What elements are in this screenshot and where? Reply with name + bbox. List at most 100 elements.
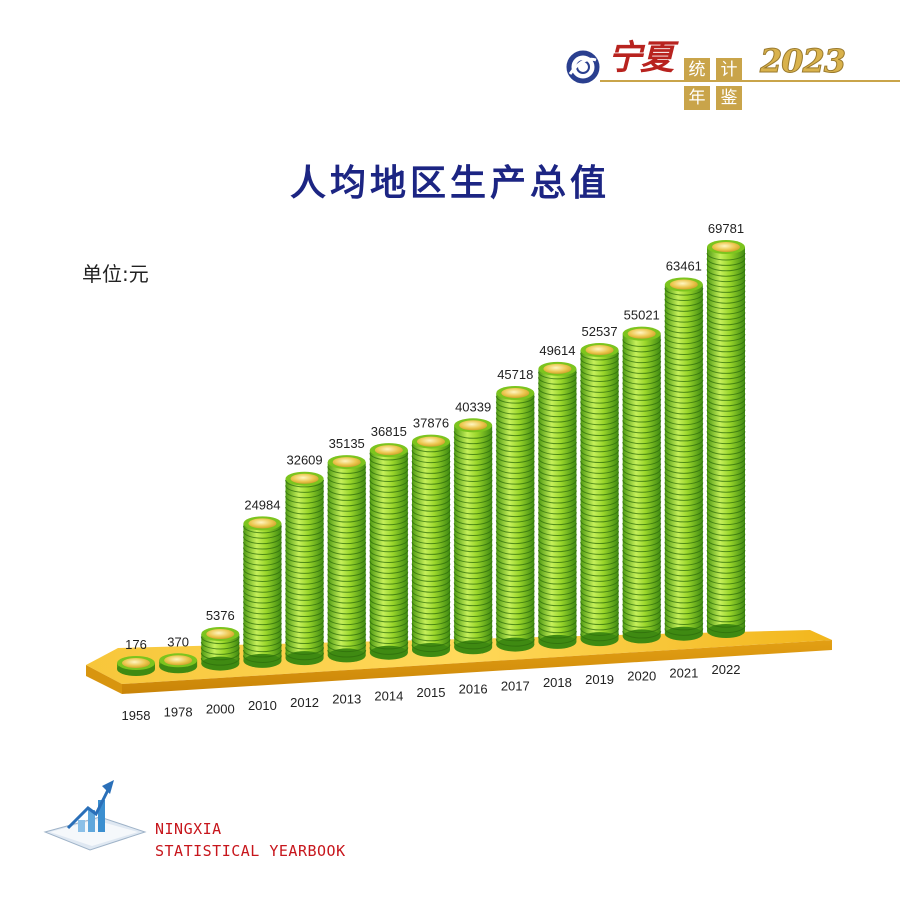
coin-rim [580, 498, 620, 507]
coin-rim [369, 593, 409, 601]
coin-rim [664, 444, 704, 453]
coin-rim [622, 339, 662, 347]
coin-rim [580, 439, 620, 447]
brand-name: 宁夏 [608, 38, 674, 78]
chart-title: 人均地区生产总值 [289, 163, 610, 204]
coin-rim [706, 452, 746, 461]
coin-rim [242, 639, 282, 647]
coin-rim [453, 468, 493, 477]
coin-rim [242, 558, 282, 566]
coin-rim [664, 455, 704, 463]
coin-rim [622, 344, 662, 353]
coin-rim [580, 590, 620, 599]
value-label: 45718 [497, 367, 533, 382]
coin-rim [369, 501, 409, 509]
coin-rim [242, 568, 282, 577]
coin-rim [495, 547, 535, 555]
coin-rim [327, 498, 367, 507]
coin-rim [706, 609, 746, 617]
coin-rim [285, 490, 325, 499]
coin-rim [495, 520, 535, 528]
coin-rim [664, 487, 704, 496]
coin-rim [285, 631, 325, 639]
year-label: 2021 [669, 665, 698, 680]
coin-rim [495, 622, 535, 631]
coin-rim [411, 444, 451, 453]
coin-rim [537, 566, 577, 574]
coin-stack-bottom [496, 637, 535, 652]
coin-rim [622, 468, 662, 477]
coin-rim [411, 633, 451, 642]
coin-rim [580, 482, 620, 491]
coin-rim [664, 628, 704, 636]
coin-rim [369, 647, 409, 655]
coin-rim [369, 587, 409, 596]
coin-rim [580, 612, 620, 620]
coin-rim [495, 433, 535, 442]
coin-rim [411, 498, 451, 507]
coin-rim [242, 590, 282, 599]
coin-rim [453, 528, 493, 536]
coin-rim [495, 579, 535, 588]
coin-rim [580, 579, 620, 588]
coin-stack-2021 [664, 277, 704, 641]
coin-rim [706, 355, 746, 364]
coin-rim [327, 471, 367, 480]
value-labels: 176 370 5376 24984 32609 35135 36815 37876 40339… [125, 221, 744, 652]
coin-rim [369, 512, 409, 520]
coin-rim [285, 577, 325, 585]
year-label: 2017 [501, 678, 530, 693]
coin-rim [369, 485, 409, 493]
coin-rim [580, 547, 620, 555]
coin-rim [453, 614, 493, 623]
coin-rim [495, 482, 535, 491]
coin-rim [580, 622, 620, 631]
coin-rim [706, 290, 746, 299]
coin-rim [369, 566, 409, 574]
coin-rim [664, 363, 704, 372]
coin-rim [453, 576, 493, 585]
coin-rim [664, 563, 704, 571]
coin-rim [664, 482, 704, 490]
coin-rim [369, 582, 409, 590]
coin-rim [242, 606, 282, 615]
coin-rim [664, 601, 704, 609]
coin-stack-body [707, 247, 745, 631]
value-label: 52537 [581, 324, 617, 339]
coin-rim [537, 436, 577, 445]
value-label: 36815 [371, 424, 407, 439]
coin-rim [369, 452, 409, 461]
coin-rim [664, 585, 704, 593]
coin-rim [622, 522, 662, 531]
coin-rim [580, 460, 620, 469]
coin-rim [706, 625, 746, 634]
coin-rim [580, 379, 620, 388]
coin-rim [200, 636, 240, 645]
coin-top-face [290, 473, 319, 484]
coin-rim [242, 536, 282, 545]
coin-rim [285, 506, 325, 515]
coin-rim [622, 355, 662, 364]
year-label: 2013 [332, 692, 361, 707]
coin-rim [664, 342, 704, 350]
coin-rim [495, 595, 535, 604]
coin-rim [706, 328, 746, 337]
coin-rim [706, 414, 746, 423]
coin-rim [285, 496, 325, 504]
year-label: 2012 [290, 695, 319, 710]
coin-rim [537, 452, 577, 461]
coin-rim [580, 428, 620, 437]
coin-rim [285, 582, 325, 591]
coin-rim [706, 398, 746, 407]
coin-rim [495, 574, 535, 582]
coin-rim [622, 630, 662, 639]
coin-rim [411, 585, 451, 593]
coin-rim [537, 512, 577, 520]
coin-rim [369, 517, 409, 526]
statistics-logo-icon [566, 50, 600, 84]
coin-rim [622, 490, 662, 499]
coin-rim [706, 366, 746, 374]
coin-rim [706, 274, 746, 283]
coin-rim [327, 520, 367, 528]
coin-rim [327, 568, 367, 577]
